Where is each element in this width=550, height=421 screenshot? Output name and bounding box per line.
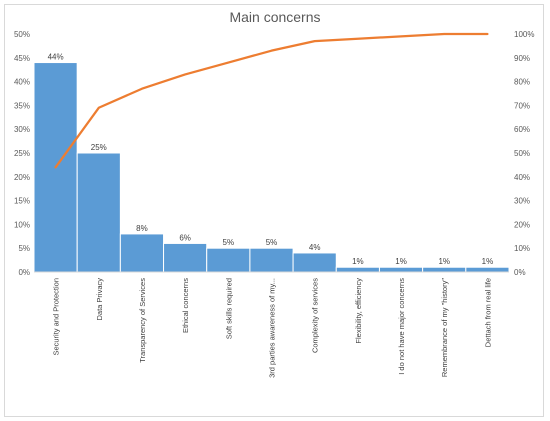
category-label: Soft skills required [224,278,233,339]
data-label: 25% [91,143,107,152]
y-tick-label: 20% [14,173,30,182]
y2-tick-label: 80% [514,78,530,87]
y-tick-label: 45% [14,54,30,63]
bar [292,252,337,273]
y-tick-label: 5% [18,244,30,253]
y2-tick-label: 50% [514,149,530,158]
data-label: 44% [48,53,64,62]
y2-tick-label: 20% [514,220,530,229]
category-label: Data Privacy [95,278,104,321]
data-label: 4% [309,243,321,252]
y-tick-label: 50% [14,30,30,39]
y-tick-label: 30% [14,125,30,134]
data-label: 5% [266,238,278,247]
data-label: 6% [179,233,191,242]
data-label: 8% [136,224,148,233]
y2-tick-label: 0% [514,268,526,277]
y-tick-label: 35% [14,101,30,110]
category-label: Ethical concerns [181,278,190,333]
category-label: 3rd parties awareness of my... [268,278,277,378]
bar [206,247,251,273]
bar [378,266,424,273]
y2-tick-label: 90% [514,54,530,63]
y-tick-label: 40% [14,78,30,87]
cumulative-line [54,32,489,169]
y2-tick-label: 40% [514,173,530,182]
y-tick-label: 0% [18,268,30,277]
data-label: 5% [223,238,235,247]
y-tick-label: 10% [14,220,30,229]
y2-tick-label: 30% [514,197,530,206]
data-label: 1% [395,257,407,266]
bars-layer [33,62,510,273]
y-tick-label: 25% [14,149,30,158]
bar [76,152,121,273]
category-label: Dettach from real life [483,278,492,347]
category-label: Remembrance of my "history" [440,278,449,377]
data-label: 1% [438,257,450,266]
axes-layer: 0% 5% 10% 15% 20% 25% 30% 35% 40% 45% 50% 0% 10% 20% 3… [14,30,534,277]
data-label: 1% [482,257,494,266]
bar [163,242,208,273]
labels-layer: 44% 25% 8% 6% 5% 5% 4% 1% 1% 1% 1% Security and Pro… [48,53,494,378]
bar [465,266,510,273]
y2-tick-label: 60% [514,125,530,134]
cumulative-line-layer [54,32,489,169]
y2-tick-label: 100% [514,30,534,39]
category-label: Transparency of Services [138,278,147,363]
data-label: 1% [352,257,364,266]
chart-title: Main concerns [229,9,320,25]
bar [422,266,467,273]
category-label: I do not have major concerns [397,278,406,375]
category-label: Flexibility, efficiency [354,278,363,344]
bar [335,266,380,273]
y2-tick-label: 70% [514,101,530,110]
bar [249,247,294,273]
category-label: Complexity of services [311,278,320,353]
bar [119,233,165,273]
category-label: Security and Protection [52,278,61,356]
y-tick-label: 15% [14,197,30,206]
y2-tick-label: 10% [514,244,530,253]
